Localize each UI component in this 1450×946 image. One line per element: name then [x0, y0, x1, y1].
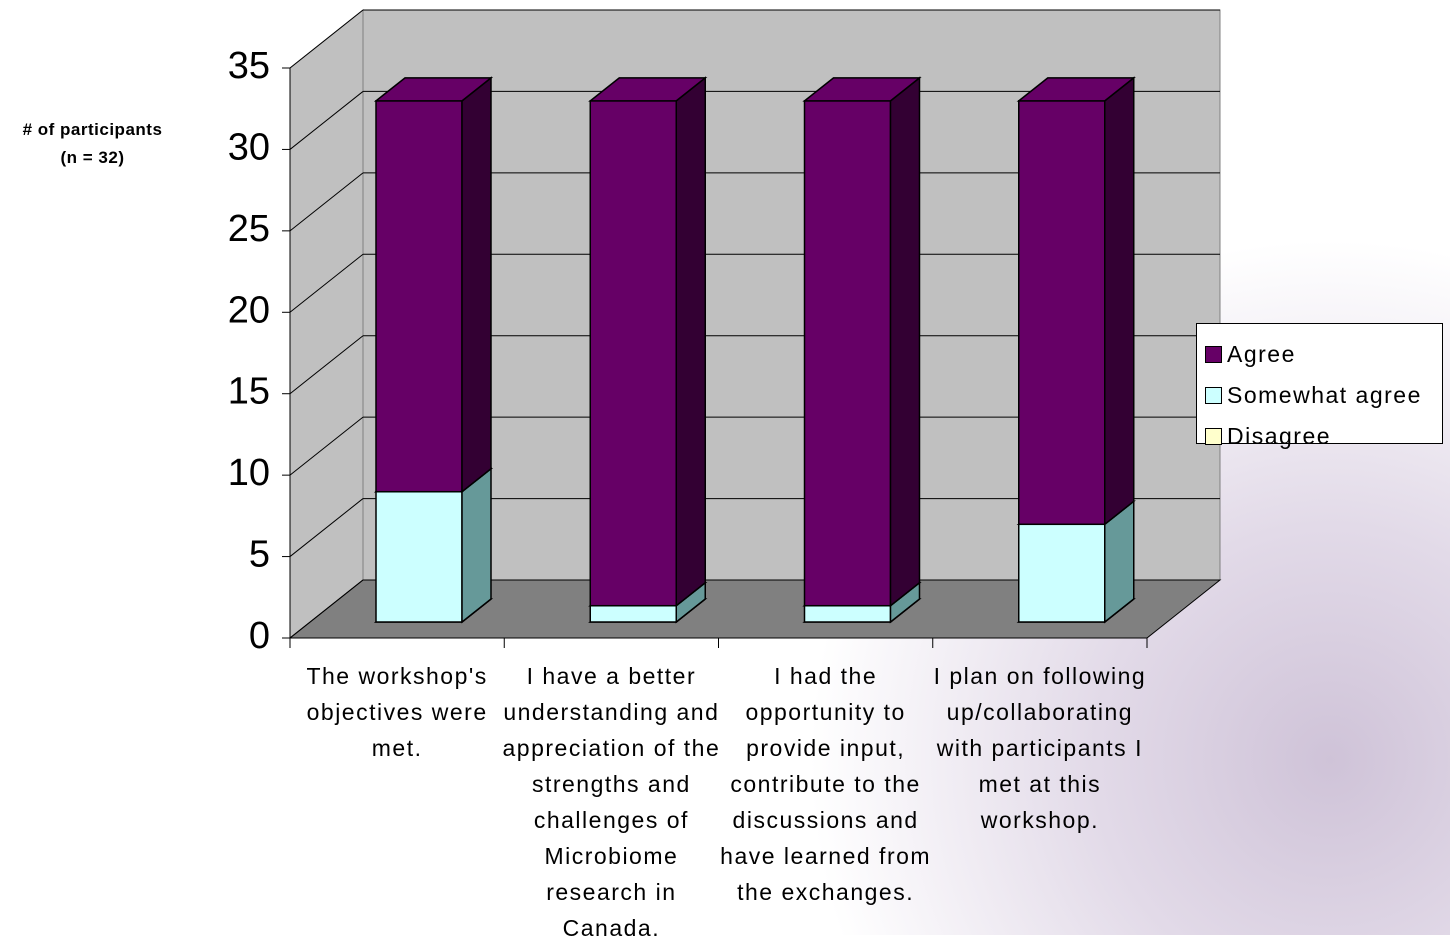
bar-top — [588, 77, 708, 102]
bar-top — [373, 77, 494, 102]
bar-side — [1104, 76, 1135, 526]
legend-item: Agree — [1205, 334, 1442, 375]
grid-line — [289, 9, 364, 69]
bar-segment — [803, 604, 892, 623]
y-tick-label: 15 — [228, 371, 270, 413]
x-tick-label: I had the opportunity to provide input, … — [720, 663, 932, 905]
side-wall — [289, 8, 364, 640]
bar-side — [461, 467, 492, 624]
bar-side — [675, 76, 706, 608]
grid-line — [289, 335, 364, 395]
grid-line — [289, 416, 364, 476]
grid-line — [289, 498, 364, 557]
legend-swatch — [1205, 387, 1222, 404]
bar-top — [802, 77, 922, 102]
y-tick-label: 25 — [228, 208, 270, 250]
y-tick-label: 20 — [228, 289, 270, 331]
x-tick-label: I plan on following up/collaborating wit… — [933, 663, 1147, 833]
x-tick-label: The workshop's objectives were met. — [306, 663, 488, 761]
grid-line — [289, 253, 364, 313]
legend-item: Somewhat agree — [1205, 375, 1442, 416]
bar-segment — [589, 100, 677, 607]
bar-top — [1016, 77, 1136, 102]
legend-item: Disagree — [1205, 416, 1442, 457]
legend-label: Somewhat agree — [1227, 382, 1422, 408]
grid-line — [289, 172, 364, 232]
legend-label: Agree — [1227, 341, 1296, 367]
bar-side — [889, 76, 921, 608]
bar-segment — [1018, 100, 1106, 526]
y-tick-label: 35 — [228, 45, 270, 87]
y-tick-label: 5 — [249, 534, 270, 576]
bar-segment — [589, 604, 677, 623]
y-tick-label: 0 — [249, 615, 270, 657]
legend-swatch — [1205, 428, 1222, 445]
y-axis-label: # of participants (n = 32) — [22, 120, 163, 167]
legend-label: Disagree — [1227, 423, 1332, 449]
bar-side — [461, 76, 492, 494]
bar-segment — [375, 490, 463, 623]
bar-segment — [1018, 523, 1106, 623]
x-tick-label: I have a better understanding and apprec… — [502, 663, 721, 941]
grid-line — [289, 579, 364, 639]
y-tick-label: 30 — [228, 126, 270, 168]
legend: Agree Somewhat agree Disagree — [1196, 323, 1443, 449]
bar-segment — [375, 100, 463, 493]
bar-segment — [803, 100, 892, 607]
grid-line — [289, 91, 364, 150]
y-tick-label: 10 — [228, 452, 270, 494]
legend-swatch — [1205, 346, 1222, 363]
